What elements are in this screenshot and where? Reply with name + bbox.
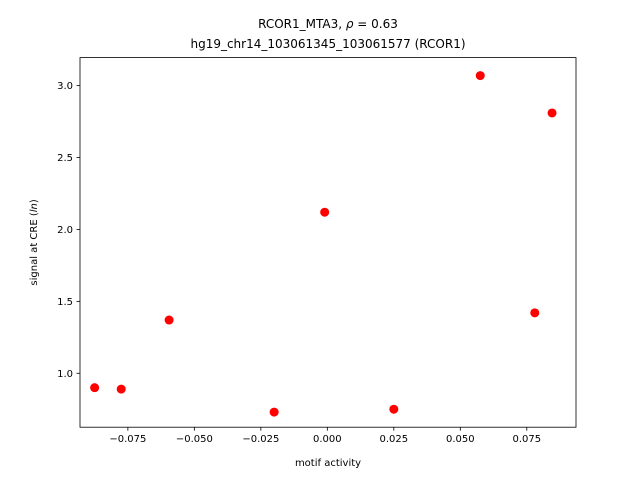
chart-title-line1: RCOR1_MTA3, ρ = 0.63 <box>258 17 398 31</box>
y-tick-label: 3.0 <box>57 81 73 92</box>
data-point <box>320 207 330 217</box>
x-tick-label: −0.075 <box>109 434 146 445</box>
data-point <box>269 407 279 417</box>
x-tick-label: −0.025 <box>242 434 279 445</box>
data-point <box>90 383 100 393</box>
y-tick-label: 2.5 <box>57 153 73 164</box>
chart-title-line2: hg19_chr14_103061345_103061577 (RCOR1) <box>190 37 465 51</box>
y-tick-label: 1.0 <box>57 369 73 380</box>
data-point <box>547 108 557 118</box>
data-point <box>475 71 485 81</box>
rho-symbol: ρ <box>346 17 354 31</box>
data-point <box>530 308 540 318</box>
x-axis-label: motif activity <box>295 458 361 469</box>
y-tick-label: 2.0 <box>57 225 73 236</box>
data-point <box>116 384 126 394</box>
y-tick-label: 1.5 <box>57 297 73 308</box>
x-tick-label: 0.025 <box>380 434 409 445</box>
x-tick-label: 0.050 <box>446 434 475 445</box>
data-point <box>164 315 174 325</box>
plot-area: −0.075 −0.050 −0.025 0.000 0.025 0.050 0.075 1.… <box>57 71 557 445</box>
x-tick-label: −0.050 <box>176 434 213 445</box>
axes-frame <box>79 57 577 428</box>
y-axis-label: signal at CRE (ln) <box>29 199 40 285</box>
x-tick-label: 0.075 <box>512 434 541 445</box>
x-tick-label: 0.000 <box>313 434 342 445</box>
data-point <box>389 404 399 414</box>
